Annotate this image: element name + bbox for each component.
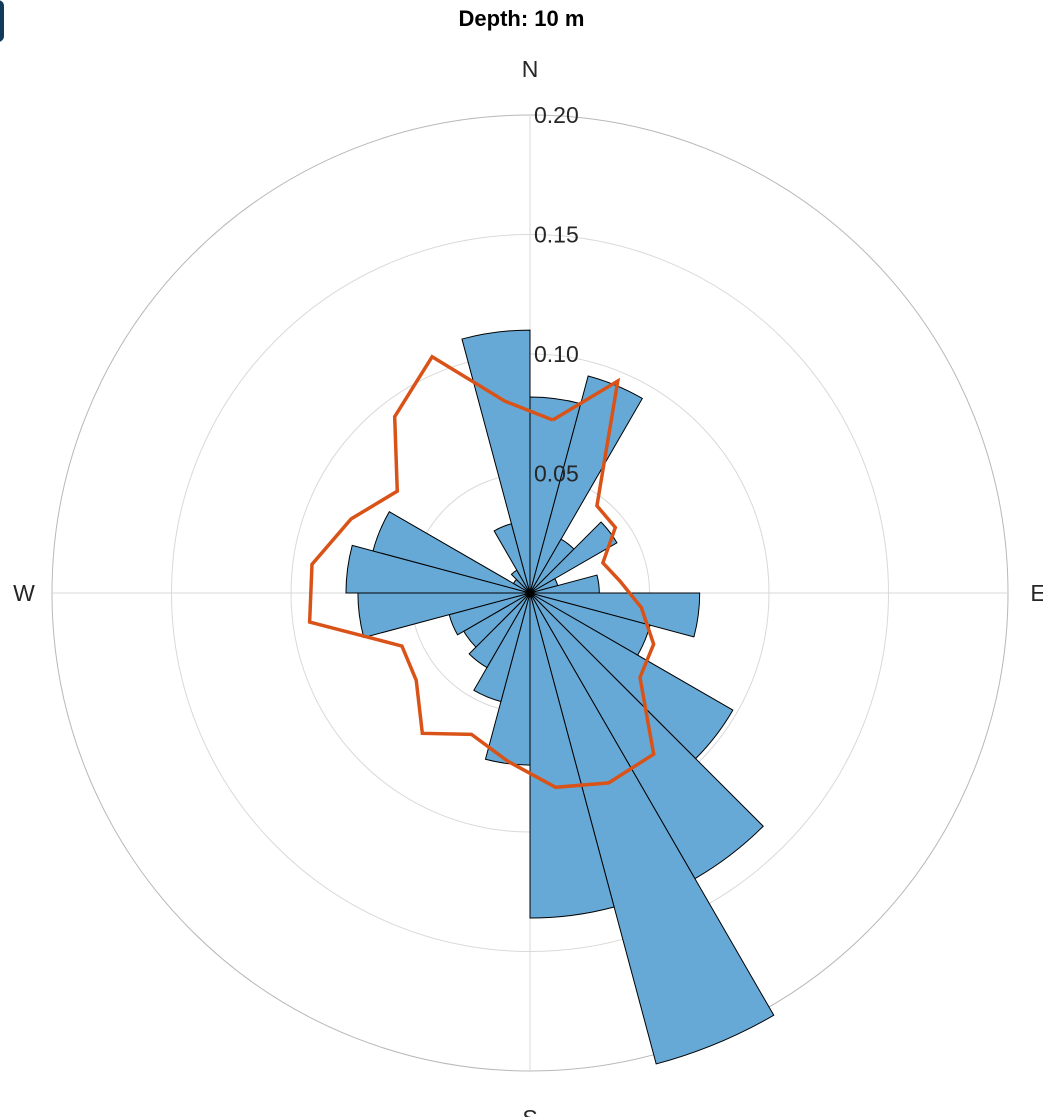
- r-tick-label: 0.20: [534, 102, 579, 128]
- line-series: [307, 354, 656, 790]
- histogram-bar: [529, 592, 615, 919]
- compass-label-e: E: [1030, 580, 1043, 606]
- compass-label-w: W: [13, 580, 35, 606]
- r-tick-label: 0.15: [534, 222, 579, 248]
- histogram-bar: [529, 521, 618, 594]
- line-series-path: [307, 354, 656, 790]
- r-tick-label: 0.10: [534, 341, 579, 367]
- histogram-bar: [372, 511, 531, 594]
- compass-label-s: S: [522, 1105, 537, 1117]
- compass-label-n: N: [522, 56, 539, 82]
- histogram-bar: [473, 592, 531, 703]
- histogram-bar: [468, 592, 531, 669]
- histogram-bar: [461, 329, 531, 594]
- histogram-bars: [345, 329, 775, 1065]
- corner-mark: [0, 0, 4, 42]
- chart-title: Depth: 10 m: [458, 6, 585, 31]
- tick-labels: 0.05 0.10 0.15 0.20 N E S W: [13, 56, 1043, 1117]
- histogram-bar: [529, 592, 775, 1065]
- r-tick-label: 0.05: [534, 461, 579, 487]
